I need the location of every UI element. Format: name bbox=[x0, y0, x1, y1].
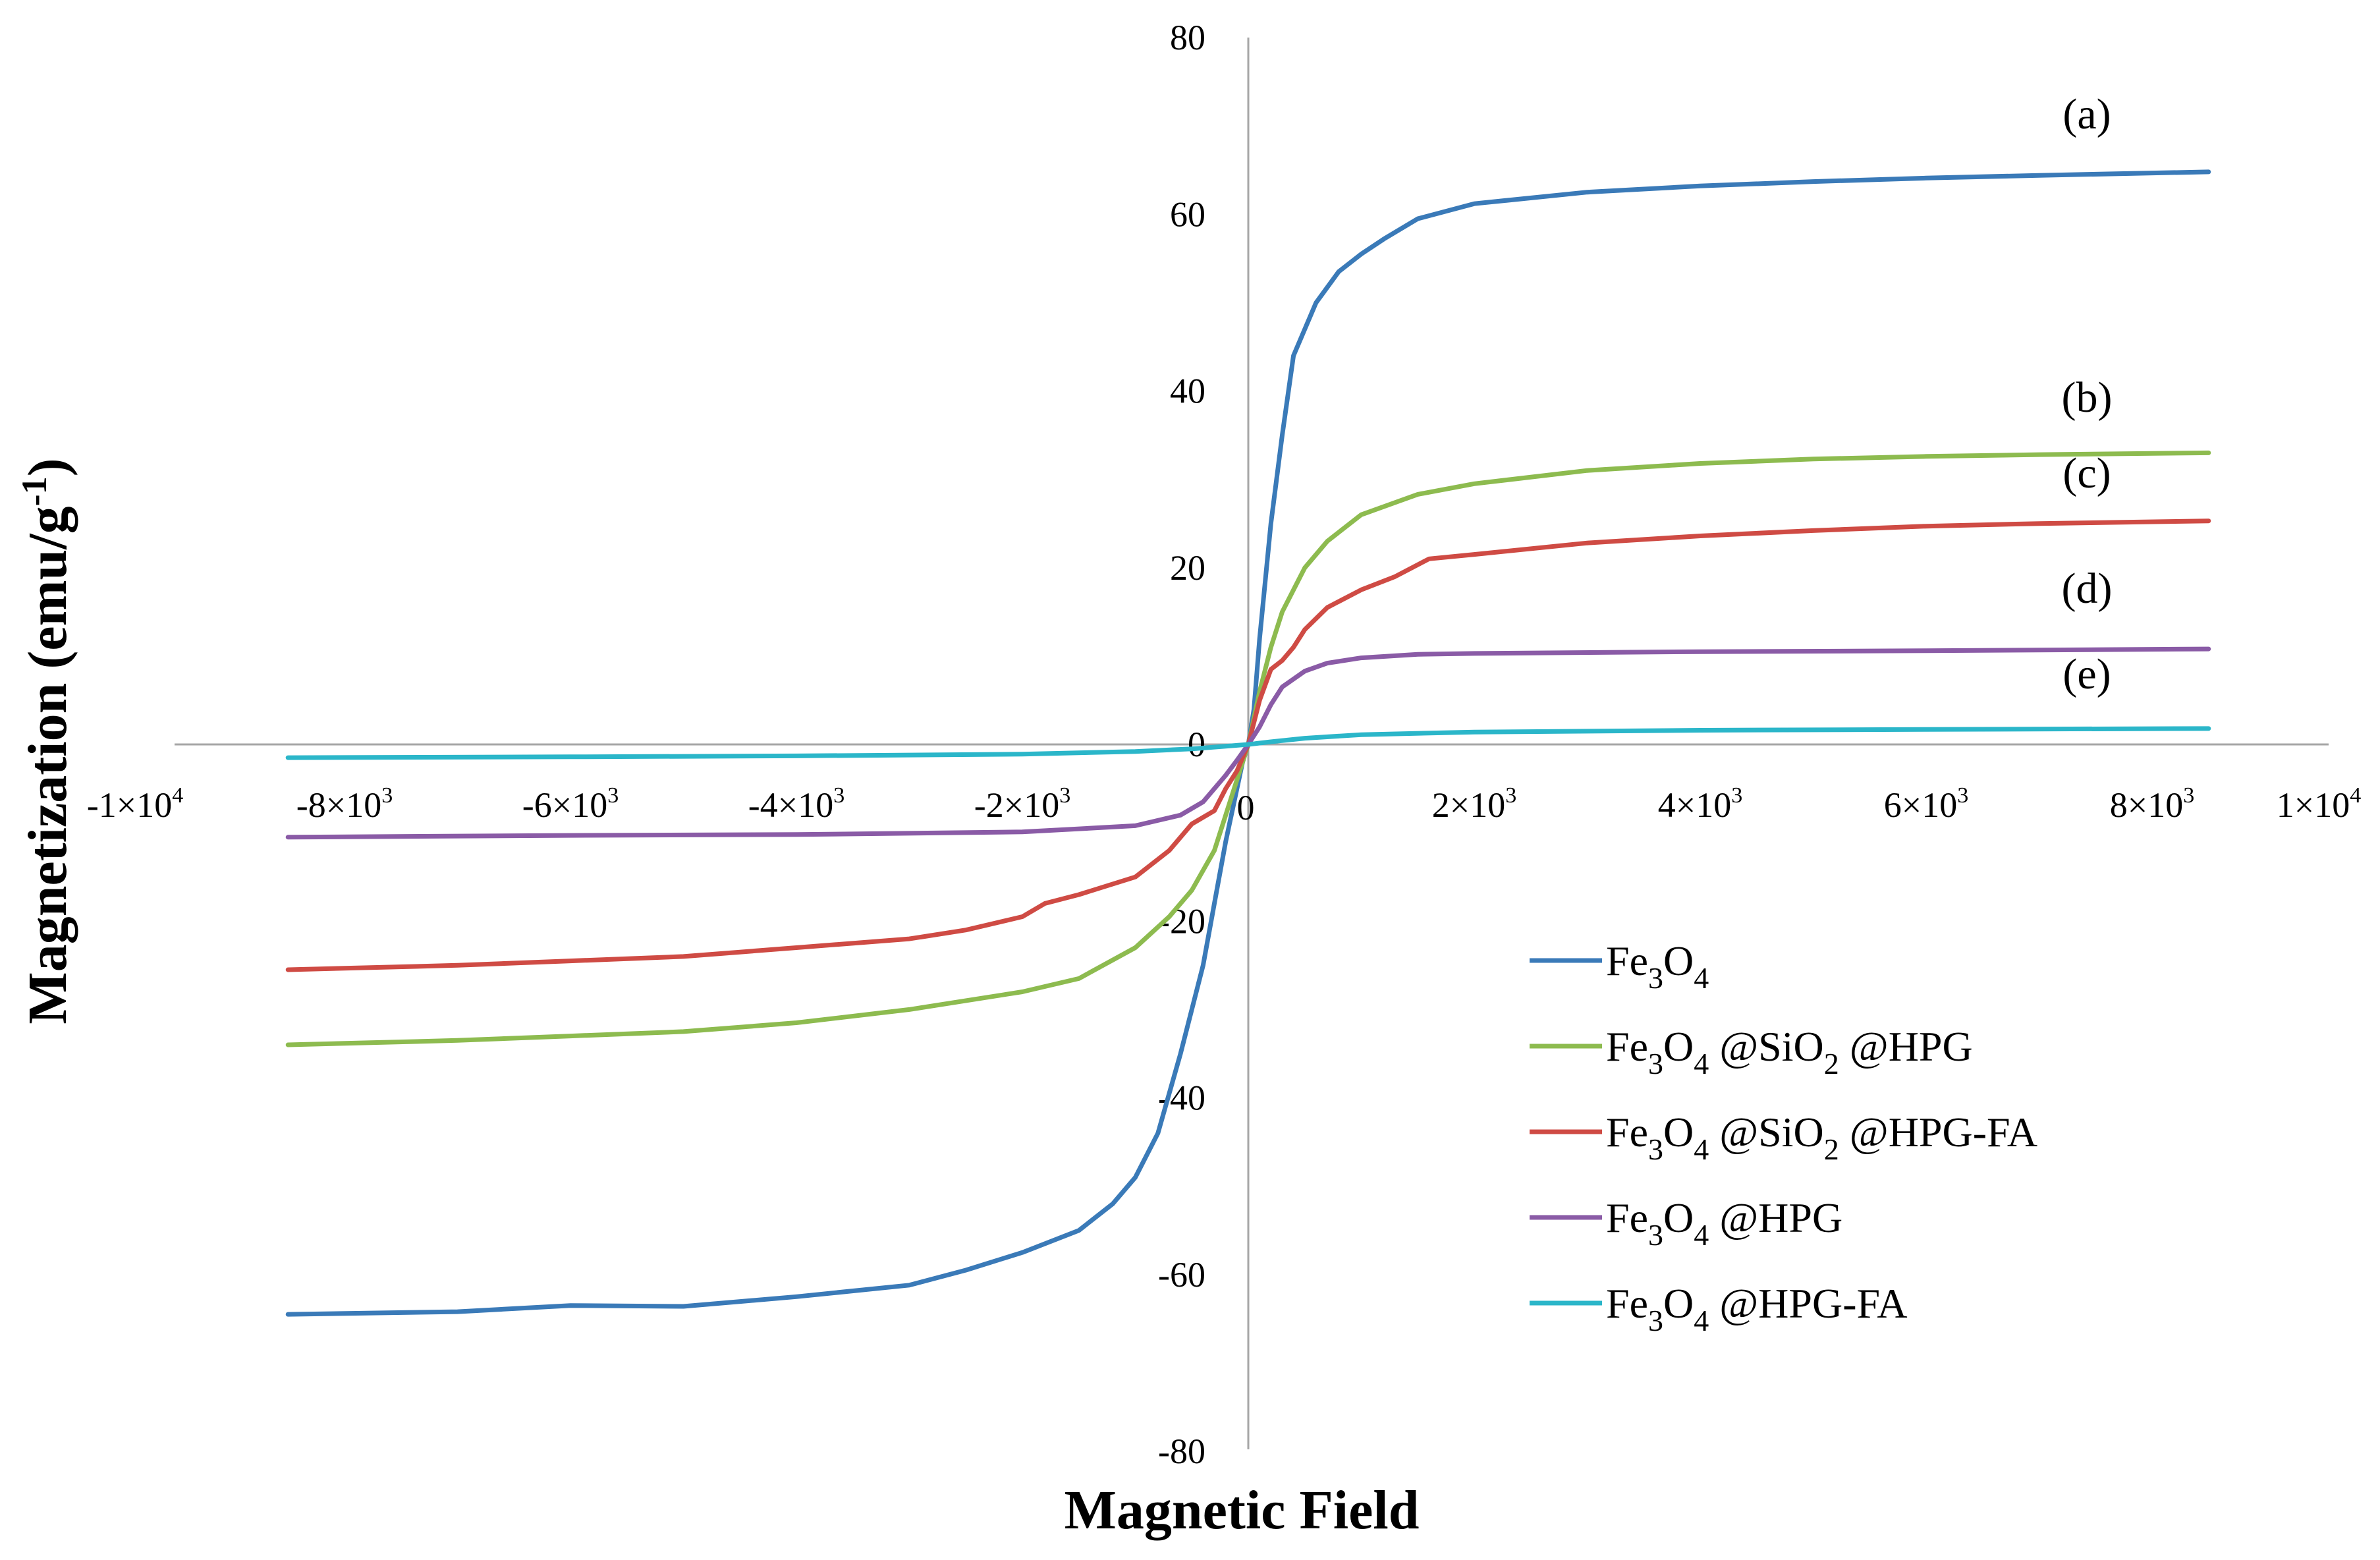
x-tick-label: 6×103 bbox=[1884, 783, 1968, 825]
legend-label: Fe3O4 @SiO2 @HPG bbox=[1606, 1023, 1973, 1080]
legend-entry-3: Fe3O4 @SiO2 @HPG-FA bbox=[1530, 1109, 2037, 1166]
curve-label-1: (a) bbox=[2062, 90, 2111, 138]
y-axis-title: Magnetization (emu/g-1) bbox=[14, 458, 78, 1024]
x-tick-label: 8×103 bbox=[2110, 783, 2194, 825]
y-tick-label: -60 bbox=[1158, 1255, 1205, 1295]
series-lines bbox=[285, 169, 2211, 1317]
x-tick-label: -8×103 bbox=[296, 783, 393, 825]
legend-entry-5: Fe3O4 @HPG-FA bbox=[1530, 1280, 1908, 1337]
y-tick-label: 60 bbox=[1170, 194, 1205, 234]
x-tick-label: -4×103 bbox=[748, 783, 844, 825]
x-tick-label: -1×104 bbox=[87, 783, 183, 825]
x-axis-title: Magnetic Field bbox=[1065, 1480, 1420, 1541]
curve-label-5: (e) bbox=[2062, 650, 2111, 698]
series-line-5 bbox=[285, 726, 2211, 760]
x-tick-label: 4×103 bbox=[1658, 783, 1742, 825]
y-tick-label: 0 bbox=[1188, 725, 1205, 764]
curve-label-2: (b) bbox=[2062, 374, 2113, 422]
legend-label: Fe3O4 @HPG bbox=[1606, 1194, 1842, 1252]
curve-label-3: (c) bbox=[2062, 449, 2111, 497]
y-tick-label: 20 bbox=[1170, 548, 1205, 588]
x-tick-label: -6×103 bbox=[522, 783, 619, 825]
x-tick-label: 0 bbox=[1237, 788, 1255, 827]
legend-entry-2: Fe3O4 @SiO2 @HPG bbox=[1530, 1023, 1973, 1080]
x-tick-label: 1×104 bbox=[2277, 783, 2361, 825]
series-line-4 bbox=[285, 646, 2211, 840]
legend-entry-4: Fe3O4 @HPG bbox=[1530, 1194, 1842, 1252]
curve-label-4: (d) bbox=[2062, 565, 2113, 613]
legend-label: Fe3O4 @SiO2 @HPG-FA bbox=[1606, 1109, 2037, 1166]
x-tick-label: 2×103 bbox=[1432, 783, 1516, 825]
legend-label: Fe3O4 bbox=[1606, 937, 1709, 995]
y-tick-label: 40 bbox=[1170, 372, 1205, 411]
legend-label: Fe3O4 @HPG-FA bbox=[1606, 1280, 1908, 1337]
y-tick-label: -80 bbox=[1158, 1432, 1205, 1471]
y-tick-label: 80 bbox=[1170, 18, 1205, 57]
legend: Fe3O4 Fe3O4 @SiO2 @HPG Fe3O4 @SiO2 @HPG-FA… bbox=[1530, 937, 2037, 1337]
curve-labels: (a) (b) (c) (d) (e) bbox=[2062, 90, 2113, 698]
x-tick-label: -2×103 bbox=[974, 783, 1070, 825]
legend-entry-1: Fe3O4 bbox=[1530, 937, 1709, 995]
